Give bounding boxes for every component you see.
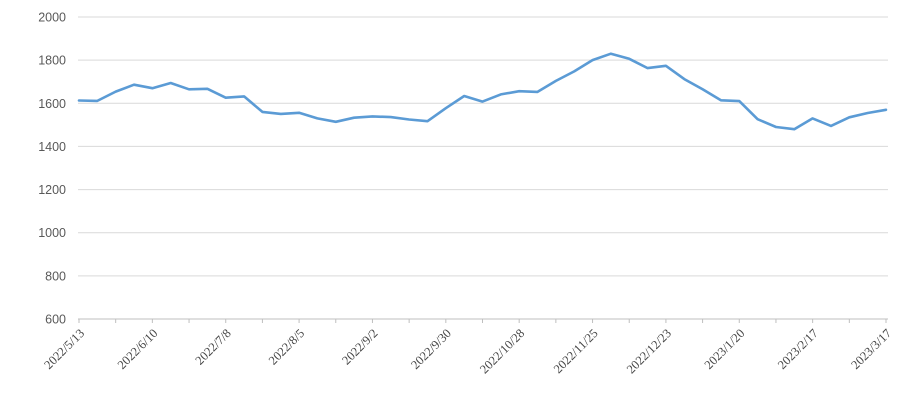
y-axis-tick-label: 1200	[38, 183, 66, 197]
data-series-line	[77, 52, 888, 131]
y-axis-tick-label: 800	[45, 269, 66, 283]
y-axis-tick-label: 1000	[38, 226, 66, 240]
y-axis-tick-label: 2000	[38, 11, 66, 25]
y-axis-tick-label: 1400	[38, 140, 66, 154]
y-axis-tick-label: 600	[45, 313, 66, 327]
y-axis-tick-label: 1600	[38, 97, 66, 111]
y-axis-tick-label: 1800	[38, 54, 66, 68]
